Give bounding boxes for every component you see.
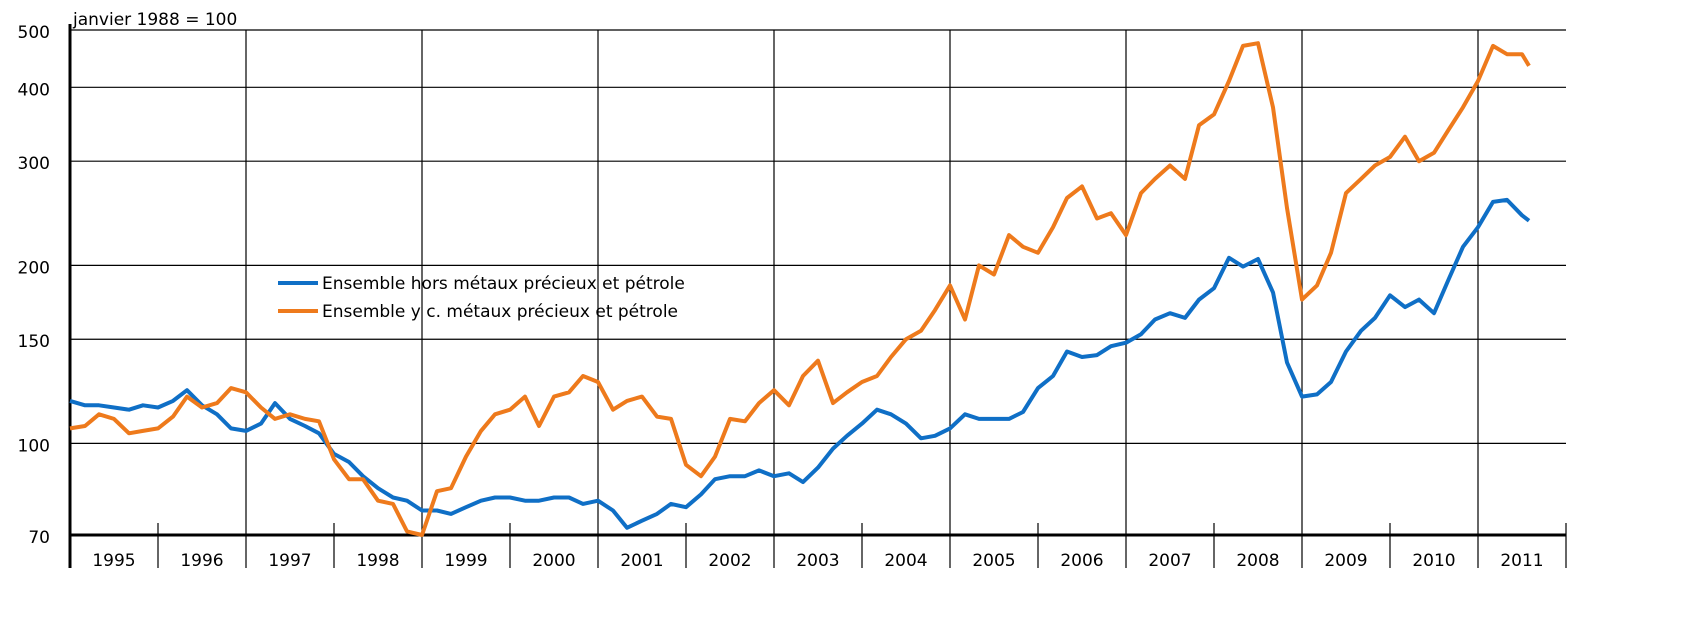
y-tick-label: 150	[18, 332, 50, 352]
series-line	[69, 41, 1531, 537]
x-tick-label: 2009	[1324, 551, 1367, 571]
x-tick-label: 1996	[180, 551, 223, 571]
x-tick-label: 2007	[1148, 551, 1191, 571]
x-tick-label: 1999	[444, 551, 487, 571]
y-tick-label: 100	[18, 436, 50, 456]
x-tick-label: 2002	[708, 551, 751, 571]
x-tick-label: 2008	[1236, 551, 1279, 571]
x-tick-label: 1998	[356, 551, 399, 571]
x-tick-label: 2011	[1500, 551, 1543, 571]
x-tick-label: 2005	[972, 551, 1015, 571]
series-line	[69, 197, 1531, 530]
x-tick-label: 2006	[1060, 551, 1103, 571]
x-tick-label: 1997	[268, 551, 311, 571]
y-tick-label: 70	[28, 528, 50, 548]
y-axis-label: janvier 1988 = 100	[72, 10, 237, 30]
x-tick-label: 2010	[1412, 551, 1455, 571]
legend-label: Ensemble y c. métaux précieux et pétrole	[322, 302, 678, 322]
x-tick-label: 1995	[92, 551, 135, 571]
x-tick-label: 2003	[796, 551, 839, 571]
y-tick-label: 500	[18, 23, 50, 43]
x-tick-label: 2004	[884, 551, 927, 571]
y-tick-label: 200	[18, 258, 50, 278]
x-tick-label: 2000	[532, 551, 575, 571]
y-tick-label: 300	[18, 154, 50, 174]
x-tick-label: 2001	[620, 551, 663, 571]
legend-label: Ensemble hors métaux précieux et pétrole	[322, 274, 685, 294]
y-tick-label: 400	[18, 80, 50, 100]
